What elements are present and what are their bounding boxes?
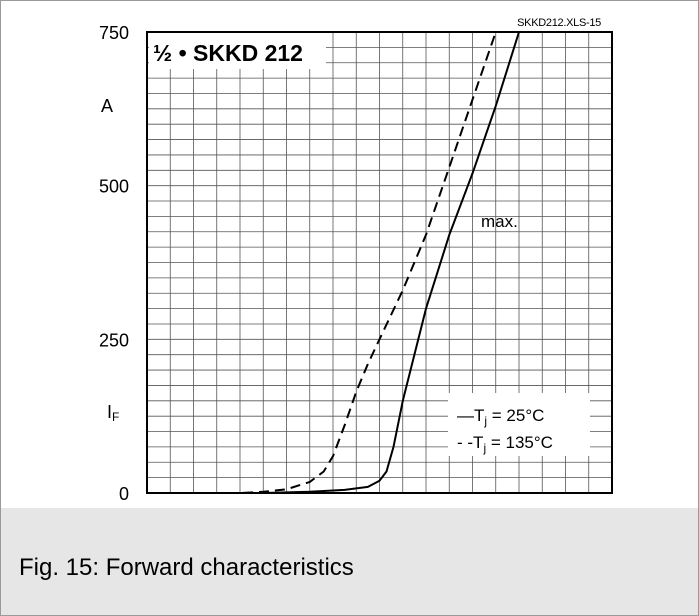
legend-item-suffix: = 135°C <box>486 433 553 452</box>
y-axis-label-subscript: F <box>112 410 119 424</box>
chart-area: ½ • SKKD 212 SKKD212.XLS-15 max. —Tj = 2… <box>1 1 698 532</box>
file-id-label: SKKD212.XLS-15 <box>517 17 601 29</box>
title-box <box>149 32 326 69</box>
legend-item-solid: —Tj = 25°C <box>457 406 544 428</box>
y-tick-label: 750 <box>99 23 129 43</box>
legend-item-subscript: j <box>482 441 486 455</box>
y-axis-label: IF <box>107 402 119 424</box>
y-tick-label: 0 <box>119 484 129 504</box>
curves <box>147 31 520 494</box>
y-tick-label: 250 <box>99 330 129 350</box>
forward-characteristics-chart: ½ • SKKD 212 SKKD212.XLS-15 max. —Tj = 2… <box>99 17 617 532</box>
legend-item-dashed: - -Tj = 135°C <box>457 433 553 455</box>
legend-item-subscript: j <box>483 414 487 428</box>
legend-box <box>448 393 590 456</box>
legend: —Tj = 25°C- -Tj = 135°C <box>457 406 553 455</box>
legend-item-suffix: = 25°C <box>487 406 544 425</box>
y-unit-label: A <box>101 96 113 116</box>
legend-item-prefix: - -T <box>457 433 483 452</box>
plot-frame <box>146 31 613 494</box>
chart-title: ½ • SKKD 212 <box>153 40 303 66</box>
legend-item-prefix: —T <box>457 406 484 425</box>
series-line-tj-25 <box>147 31 520 494</box>
y-tick-label: 500 <box>99 177 129 197</box>
caption-band: Fig. 15: Forward characteristics <box>1 508 698 615</box>
max-annotation: max. <box>481 212 518 231</box>
figure-caption: Fig. 15: Forward characteristics <box>19 554 354 581</box>
